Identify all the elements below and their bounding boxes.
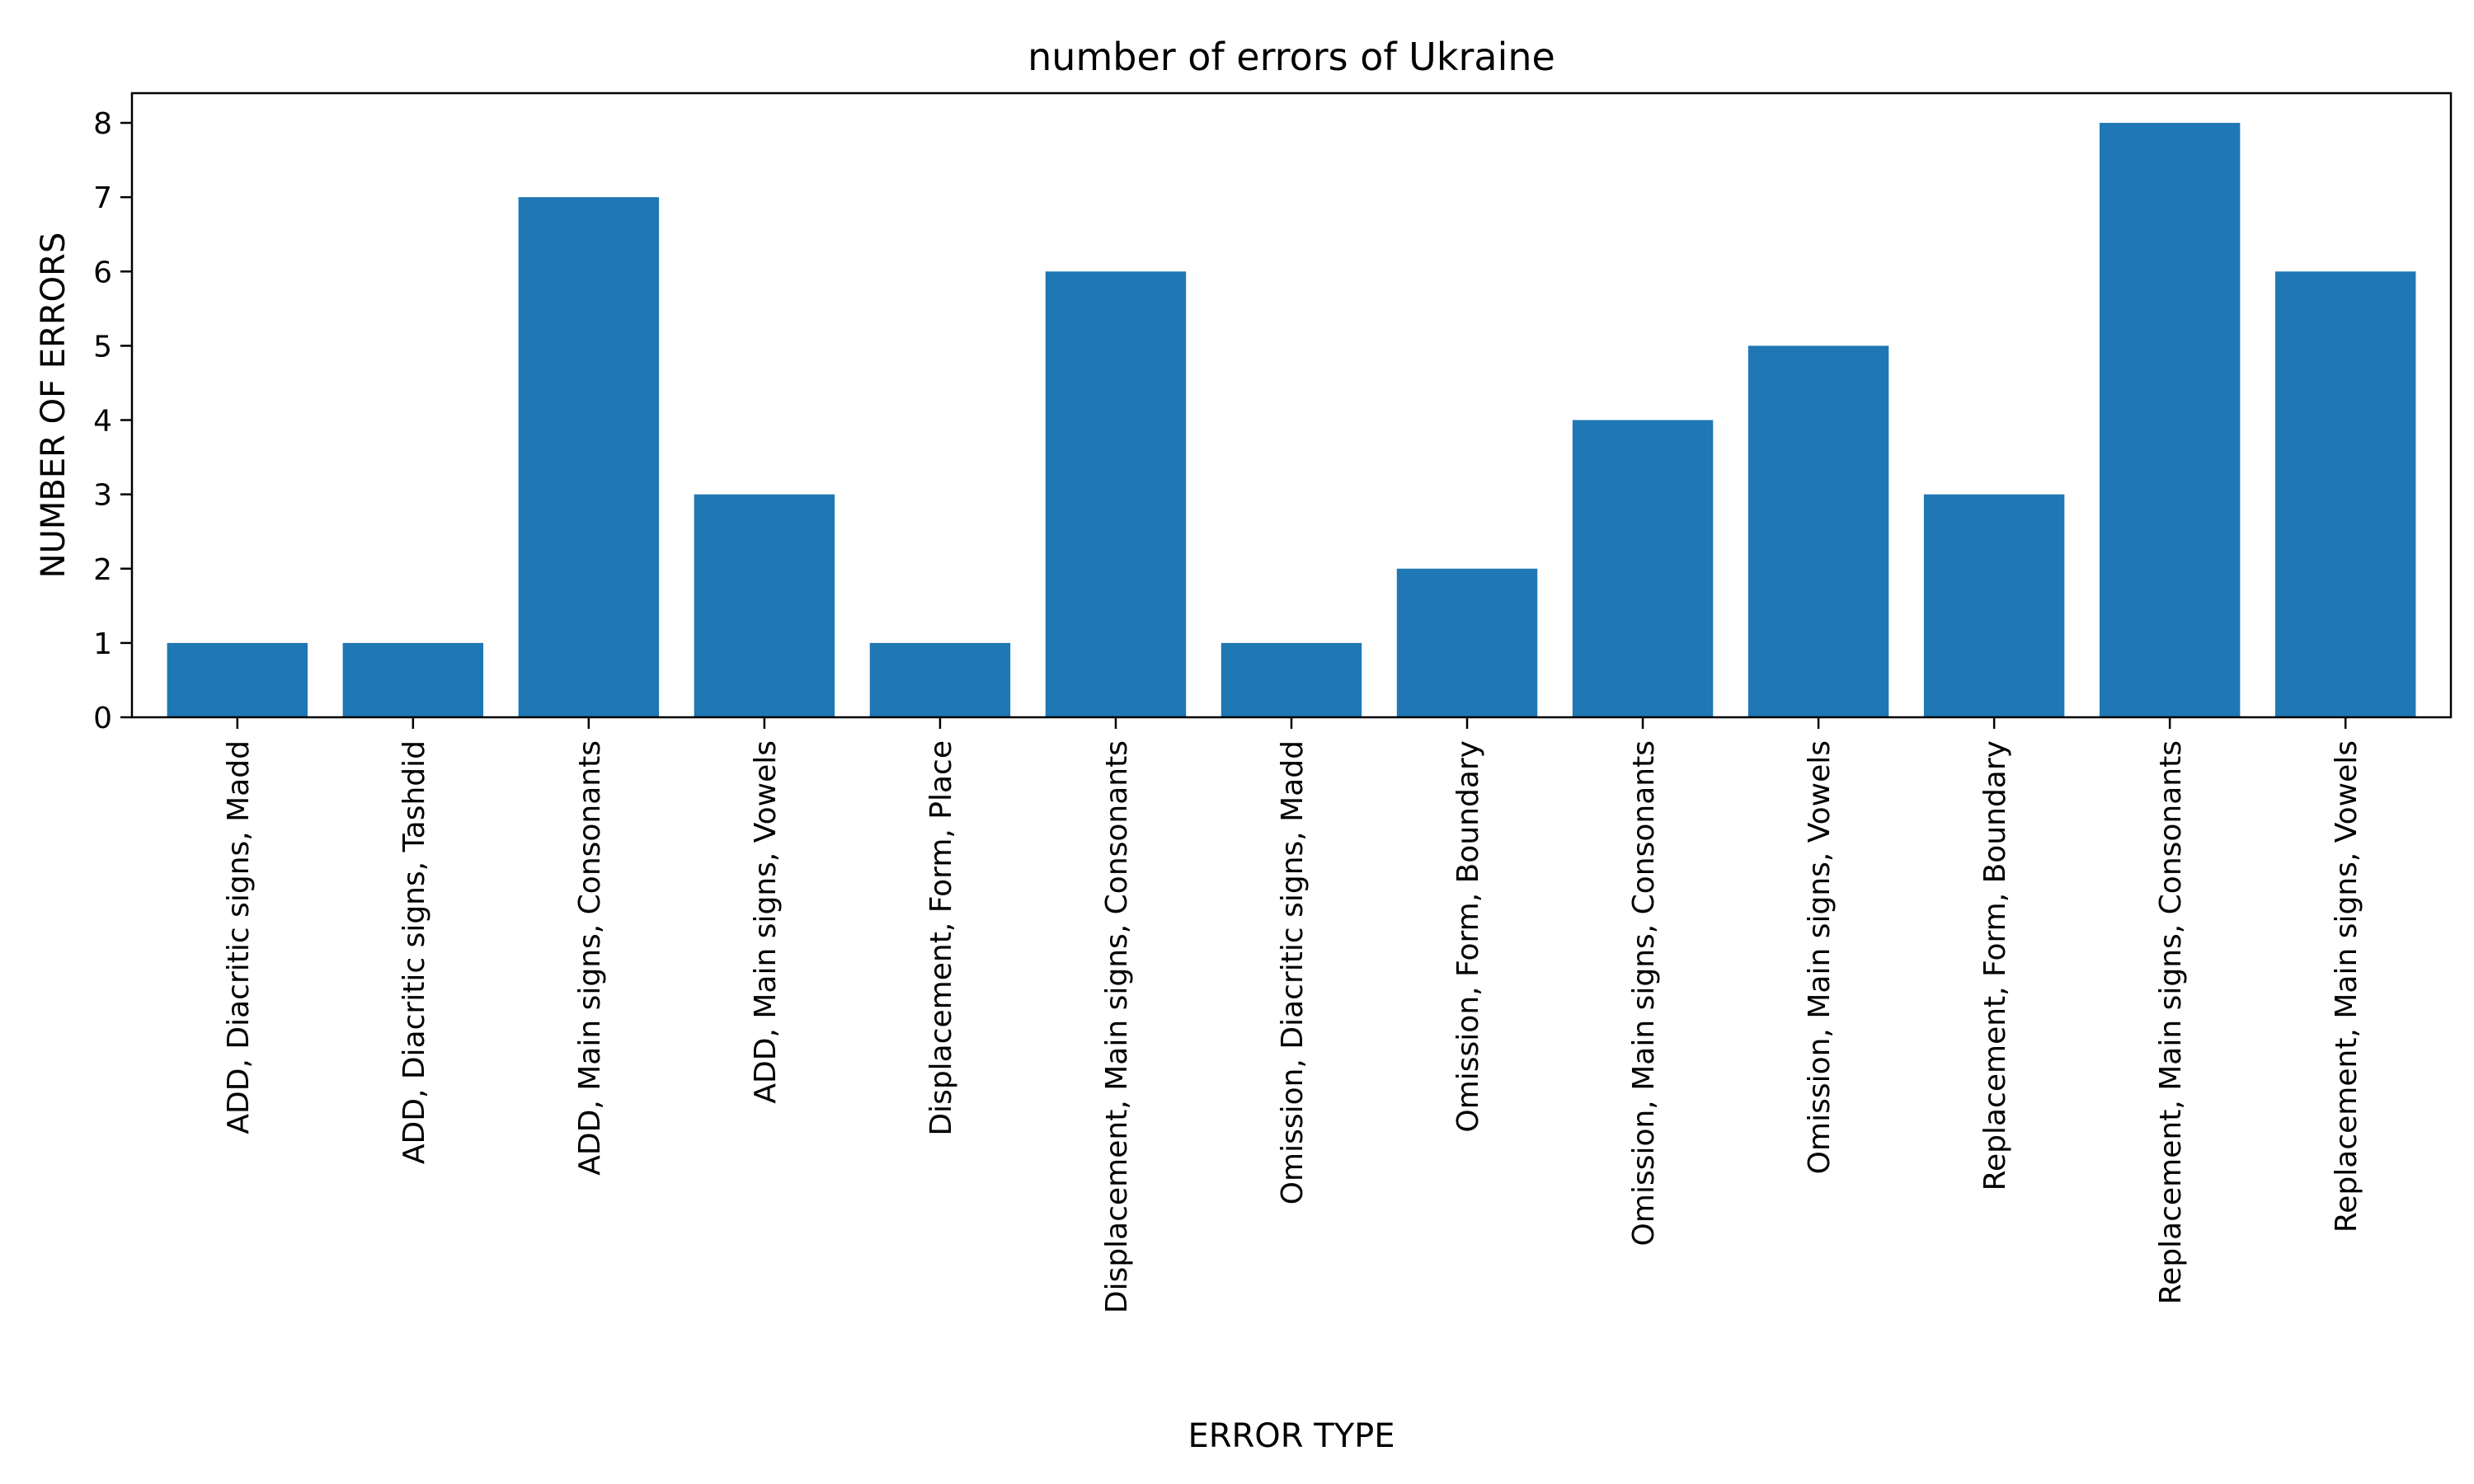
- y-tick-label: 7: [93, 181, 112, 215]
- x-tick-label: Replacement, Main signs, Vowels: [2330, 740, 2363, 1233]
- x-tick-label: ADD, Main signs, Vowels: [749, 740, 783, 1104]
- x-tick-label: Replacement, Form, Boundary: [1978, 740, 2012, 1190]
- chart-title: number of errors of Ukraine: [1028, 35, 1555, 79]
- x-tick-label: ADD, Main signs, Consonants: [573, 740, 607, 1176]
- plot-frame: [130, 92, 2453, 719]
- bar-2: [342, 642, 484, 717]
- y-axis: 0 1 2 3 4 5 6 7 8: [93, 107, 132, 735]
- y-tick-label: 8: [93, 107, 112, 141]
- x-tick-label: Omission, Main signs, Vowels: [1803, 740, 1837, 1174]
- y-tick-label: 3: [93, 479, 112, 513]
- y-tick-label: 2: [93, 553, 112, 587]
- bar-8: [1396, 568, 1538, 717]
- y-axis-title: NUMBER OF ERRORS: [35, 232, 73, 579]
- y-tick-label: 6: [93, 256, 112, 289]
- y-tick-label: 0: [93, 702, 112, 735]
- y-tick-label: 5: [93, 330, 112, 364]
- bar-6: [1045, 271, 1187, 717]
- bar-5: [869, 642, 1011, 717]
- bar-11: [1923, 494, 2065, 717]
- bar-10: [1747, 345, 1889, 717]
- x-tick-label: Omission, Form, Boundary: [1451, 740, 1485, 1133]
- bar-9: [1572, 420, 1714, 717]
- bars-group: [167, 123, 2416, 718]
- bar-13: [2274, 271, 2416, 717]
- x-tick-label: Omission, Diacritic signs, Madd: [1276, 740, 1310, 1205]
- x-tick-label: Displacement, Main signs, Consonants: [1100, 740, 1134, 1313]
- bar-12: [2099, 123, 2241, 718]
- x-tick-label: Omission, Main signs, Consonants: [1627, 740, 1661, 1246]
- y-tick-label: 4: [93, 405, 112, 439]
- x-axis: ADD, Diacritic signs, Madd ADD, Diacritic…: [222, 717, 2363, 1313]
- bar-7: [1221, 642, 1362, 717]
- x-tick-label: Replacement, Main signs, Consonants: [2154, 740, 2188, 1304]
- bar-3: [518, 197, 660, 718]
- x-tick-label: ADD, Diacritic signs, Madd: [222, 740, 256, 1134]
- bar-1: [167, 642, 308, 717]
- x-axis-title: ERROR TYPE: [1188, 1417, 1395, 1455]
- bar-4: [694, 494, 835, 717]
- y-tick-label: 1: [93, 627, 112, 661]
- x-tick-label: Displacement, Form, Place: [924, 740, 958, 1136]
- x-tick-label: ADD, Diacritic signs, Tashdid: [397, 740, 431, 1164]
